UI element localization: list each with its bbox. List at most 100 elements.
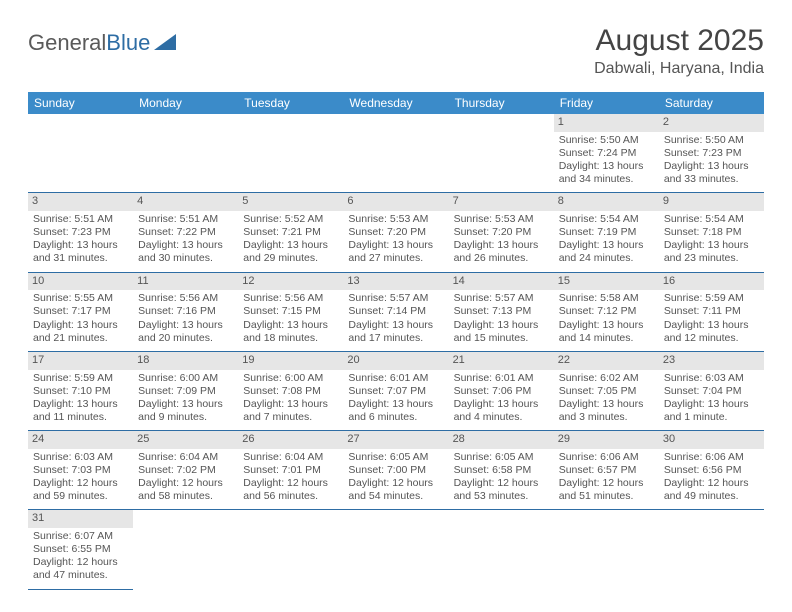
daylight-line: Daylight: 13 hours and 20 minutes.: [138, 319, 233, 345]
calendar-cell: 24Sunrise: 6:03 AMSunset: 7:03 PMDayligh…: [28, 431, 133, 510]
sunset-line: Sunset: 7:14 PM: [348, 305, 443, 318]
calendar-cell: 10Sunrise: 5:55 AMSunset: 7:17 PMDayligh…: [28, 272, 133, 351]
calendar-cell: 13Sunrise: 5:57 AMSunset: 7:14 PMDayligh…: [343, 272, 448, 351]
sunset-line: Sunset: 7:08 PM: [243, 385, 338, 398]
day-details: Sunrise: 6:04 AMSunset: 7:01 PMDaylight:…: [243, 451, 338, 504]
weekday-header: Sunday: [28, 92, 133, 114]
day-details: Sunrise: 6:00 AMSunset: 7:09 PMDaylight:…: [138, 372, 233, 425]
day-number: 2: [659, 114, 764, 132]
sunset-line: Sunset: 7:21 PM: [243, 226, 338, 239]
page-title: August 2025: [594, 24, 764, 58]
day-number: 6: [343, 193, 448, 211]
calendar-cell: 29Sunrise: 6:06 AMSunset: 6:57 PMDayligh…: [554, 431, 659, 510]
day-number: 9: [659, 193, 764, 211]
daylight-line: Daylight: 13 hours and 18 minutes.: [243, 319, 338, 345]
daylight-line: Daylight: 13 hours and 27 minutes.: [348, 239, 443, 265]
day-details: Sunrise: 5:50 AMSunset: 7:24 PMDaylight:…: [559, 134, 654, 187]
day-number: 12: [238, 273, 343, 291]
sunset-line: Sunset: 6:58 PM: [454, 464, 549, 477]
sunrise-line: Sunrise: 5:56 AM: [138, 292, 233, 305]
day-details: Sunrise: 5:52 AMSunset: 7:21 PMDaylight:…: [243, 213, 338, 266]
weekday-header: Wednesday: [343, 92, 448, 114]
sunrise-line: Sunrise: 6:00 AM: [138, 372, 233, 385]
daylight-line: Daylight: 13 hours and 24 minutes.: [559, 239, 654, 265]
day-details: Sunrise: 6:06 AMSunset: 6:56 PMDaylight:…: [664, 451, 759, 504]
sunset-line: Sunset: 7:06 PM: [454, 385, 549, 398]
daylight-line: Daylight: 12 hours and 58 minutes.: [138, 477, 233, 503]
day-number: 19: [238, 352, 343, 370]
sunrise-line: Sunrise: 6:05 AM: [454, 451, 549, 464]
sunrise-line: Sunrise: 5:54 AM: [559, 213, 654, 226]
sunrise-line: Sunrise: 5:52 AM: [243, 213, 338, 226]
day-details: Sunrise: 6:01 AMSunset: 7:06 PMDaylight:…: [454, 372, 549, 425]
daylight-line: Daylight: 13 hours and 29 minutes.: [243, 239, 338, 265]
sunset-line: Sunset: 7:13 PM: [454, 305, 549, 318]
calendar-cell: 16Sunrise: 5:59 AMSunset: 7:11 PMDayligh…: [659, 272, 764, 351]
sunset-line: Sunset: 7:11 PM: [664, 305, 759, 318]
day-details: Sunrise: 5:54 AMSunset: 7:19 PMDaylight:…: [559, 213, 654, 266]
daylight-line: Daylight: 12 hours and 51 minutes.: [559, 477, 654, 503]
calendar-cell: [449, 510, 554, 589]
sunset-line: Sunset: 7:23 PM: [664, 147, 759, 160]
daylight-line: Daylight: 13 hours and 11 minutes.: [33, 398, 128, 424]
calendar-cell: [133, 114, 238, 193]
calendar-cell: 8Sunrise: 5:54 AMSunset: 7:19 PMDaylight…: [554, 193, 659, 272]
sunset-line: Sunset: 7:00 PM: [348, 464, 443, 477]
day-number: 5: [238, 193, 343, 211]
sunrise-line: Sunrise: 6:03 AM: [33, 451, 128, 464]
day-number: 16: [659, 273, 764, 291]
sunrise-line: Sunrise: 5:59 AM: [664, 292, 759, 305]
day-number: 13: [343, 273, 448, 291]
calendar-cell: 19Sunrise: 6:00 AMSunset: 7:08 PMDayligh…: [238, 351, 343, 430]
day-number: 26: [238, 431, 343, 449]
calendar-week-row: 3 Sunrise: 5:51 AMSunset: 7:23 PMDaylight…: [28, 193, 764, 272]
calendar-cell: 27Sunrise: 6:05 AMSunset: 7:00 PMDayligh…: [343, 431, 448, 510]
sunset-line: Sunset: 7:17 PM: [33, 305, 128, 318]
sunrise-line: Sunrise: 5:51 AM: [33, 213, 128, 226]
day-details: Sunrise: 6:03 AMSunset: 7:03 PMDaylight:…: [33, 451, 128, 504]
calendar-cell: 5 Sunrise: 5:52 AMSunset: 7:21 PMDaylight…: [238, 193, 343, 272]
location-subtitle: Dabwali, Haryana, India: [594, 60, 764, 78]
daylight-line: Daylight: 12 hours and 54 minutes.: [348, 477, 443, 503]
day-number: 7: [449, 193, 554, 211]
day-details: Sunrise: 6:05 AMSunset: 7:00 PMDaylight:…: [348, 451, 443, 504]
calendar-cell: 21Sunrise: 6:01 AMSunset: 7:06 PMDayligh…: [449, 351, 554, 430]
daylight-line: Daylight: 12 hours and 49 minutes.: [664, 477, 759, 503]
sunrise-line: Sunrise: 6:02 AM: [559, 372, 654, 385]
calendar-cell: 31Sunrise: 6:07 AMSunset: 6:55 PMDayligh…: [28, 510, 133, 589]
day-number: 14: [449, 273, 554, 291]
weekday-header: Monday: [133, 92, 238, 114]
sunrise-line: Sunrise: 5:57 AM: [454, 292, 549, 305]
calendar-cell: [28, 114, 133, 193]
daylight-line: Daylight: 13 hours and 1 minute.: [664, 398, 759, 424]
day-details: Sunrise: 5:51 AMSunset: 7:23 PMDaylight:…: [33, 213, 128, 266]
calendar-cell: [659, 510, 764, 589]
calendar-week-row: 1Sunrise: 5:50 AMSunset: 7:24 PMDaylight…: [28, 114, 764, 193]
daylight-line: Daylight: 13 hours and 3 minutes.: [559, 398, 654, 424]
sunrise-line: Sunrise: 5:57 AM: [348, 292, 443, 305]
daylight-line: Daylight: 13 hours and 12 minutes.: [664, 319, 759, 345]
sunrise-line: Sunrise: 6:05 AM: [348, 451, 443, 464]
sunrise-line: Sunrise: 6:06 AM: [559, 451, 654, 464]
logo: GeneralBlue: [28, 30, 176, 56]
sunset-line: Sunset: 6:56 PM: [664, 464, 759, 477]
calendar-cell: 3 Sunrise: 5:51 AMSunset: 7:23 PMDaylight…: [28, 193, 133, 272]
day-number: 3: [28, 193, 133, 211]
calendar-cell: 17Sunrise: 5:59 AMSunset: 7:10 PMDayligh…: [28, 351, 133, 430]
daylight-line: Daylight: 13 hours and 14 minutes.: [559, 319, 654, 345]
daylight-line: Daylight: 12 hours and 59 minutes.: [33, 477, 128, 503]
daylight-line: Daylight: 13 hours and 26 minutes.: [454, 239, 549, 265]
day-details: Sunrise: 5:57 AMSunset: 7:14 PMDaylight:…: [348, 292, 443, 345]
calendar-cell: [343, 114, 448, 193]
calendar-cell: 15Sunrise: 5:58 AMSunset: 7:12 PMDayligh…: [554, 272, 659, 351]
day-details: Sunrise: 5:53 AMSunset: 7:20 PMDaylight:…: [454, 213, 549, 266]
day-number: 11: [133, 273, 238, 291]
calendar-cell: [554, 510, 659, 589]
calendar-cell: [449, 114, 554, 193]
sunrise-line: Sunrise: 6:03 AM: [664, 372, 759, 385]
daylight-line: Daylight: 13 hours and 21 minutes.: [33, 319, 128, 345]
calendar-cell: [133, 510, 238, 589]
sunrise-line: Sunrise: 6:01 AM: [454, 372, 549, 385]
calendar-cell: 18Sunrise: 6:00 AMSunset: 7:09 PMDayligh…: [133, 351, 238, 430]
day-number: 4: [133, 193, 238, 211]
